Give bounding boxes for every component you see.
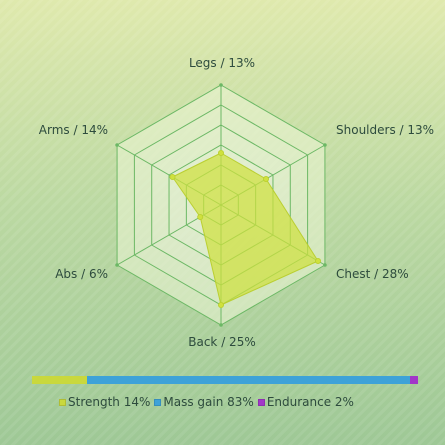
legend: Strength 14% Mass gain 83% Endurance 2% [59, 395, 354, 409]
legend-swatch-mass-gain [154, 398, 162, 406]
legend-label-endurance: Endurance 2% [266, 395, 354, 409]
axis-label-chest: Chest / 28% [336, 267, 409, 281]
axis-label-arms: Arms / 14% [39, 123, 108, 137]
legend-item-strength: Strength 14% [59, 395, 150, 409]
axis-label-back: Back / 25% [188, 335, 255, 349]
point-back [217, 301, 224, 308]
axis-end-arms [115, 143, 119, 147]
axis-label-abs: Abs / 6% [55, 267, 108, 281]
summary-segment-endurance [410, 376, 418, 384]
axis-label-legs: Legs / 13% [189, 56, 255, 70]
axis-end-back [219, 323, 223, 327]
legend-swatch-strength [59, 398, 66, 406]
series-points [169, 149, 321, 308]
axis-end-chest [323, 263, 327, 267]
point-chest [314, 257, 321, 264]
point-legs [217, 149, 224, 156]
axis-end-legs [219, 83, 223, 87]
legend-label-strength: Strength 14% [68, 395, 151, 409]
legend-label-mass-gain: Mass gain 83% [163, 395, 254, 409]
point-abs [197, 213, 204, 220]
summary-bar [32, 376, 418, 384]
legend-item-mass-gain: Mass gain 83% [154, 395, 254, 409]
summary-segment-mass-gain [86, 376, 411, 384]
axis-label-shoulders: Shoulders / 13% [336, 123, 434, 137]
point-shoulders [263, 175, 270, 182]
summary-segment-strength [32, 376, 87, 384]
legend-swatch-endurance [257, 398, 265, 406]
legend-item-endurance: Endurance 2% [257, 395, 354, 409]
axis-labels: Legs / 13% Shoulders / 13% Chest / 28% B… [39, 56, 434, 349]
axis-end-abs [115, 263, 119, 267]
point-arms [169, 173, 176, 180]
axis-end-shoulders [323, 143, 327, 147]
